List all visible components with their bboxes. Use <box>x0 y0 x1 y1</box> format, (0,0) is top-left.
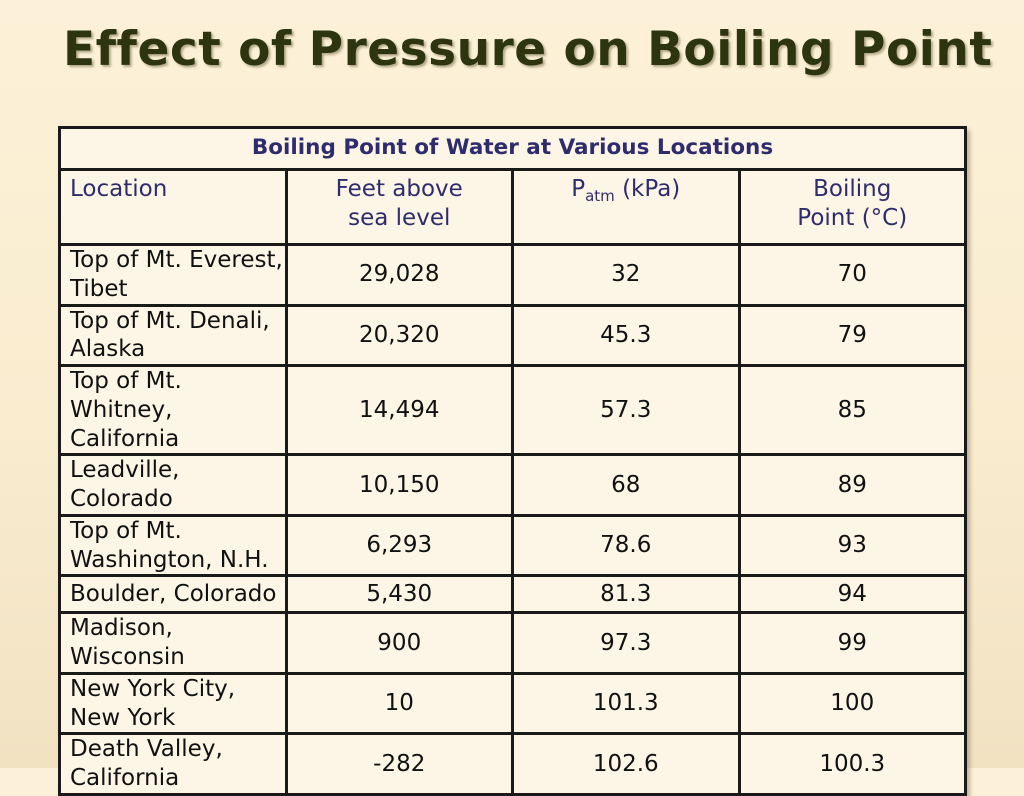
cell-patm: 101.3 <box>511 671 741 736</box>
cell-feet: 10 <box>284 671 514 736</box>
cell-patm: 97.3 <box>511 611 741 675</box>
header-patm-symbol: P <box>571 176 586 202</box>
cell-patm: 57.3 <box>511 363 741 457</box>
cell-feet: 14,494 <box>284 363 514 457</box>
boiling-point-table-container: Boiling Point of Water at Various Locati… <box>58 126 967 796</box>
cell-boiling-point: 93 <box>737 513 967 578</box>
table-row: Madison, Wisconsin 900 97.3 99 <box>58 611 967 675</box>
boiling-point-table: Boiling Point of Water at Various Locati… <box>58 126 967 796</box>
header-boiling-point: Boiling Point (°C) <box>737 168 967 246</box>
cell-feet: 10,150 <box>284 453 514 517</box>
cell-boiling-point: 89 <box>737 453 967 517</box>
cell-patm: 32 <box>511 243 741 307</box>
cell-feet: 20,320 <box>284 303 514 367</box>
cell-boiling-point: 70 <box>737 243 967 307</box>
table-header-row: Location Feet above sea level Patm (kPa)… <box>58 168 967 246</box>
header-feet-line2: sea level <box>348 204 451 231</box>
table-row: Death Valley, California -282 102.6 100.3 <box>58 732 967 796</box>
table-row: Top of Mt. Everest, Tibet 29,028 32 70 <box>58 243 967 307</box>
cell-boiling-point: 100 <box>737 671 967 736</box>
cell-location: Top of Mt. Denali, Alaska <box>58 303 288 367</box>
header-feet-line1: Feet above <box>335 176 463 202</box>
table-caption: Boiling Point of Water at Various Locati… <box>58 126 967 171</box>
cell-boiling-point: 85 <box>737 363 967 457</box>
cell-location: Boulder, Colorado <box>58 574 288 615</box>
cell-patm: 81.3 <box>511 574 741 615</box>
header-patm-subscript: atm <box>585 187 615 205</box>
cell-patm: 68 <box>511 453 741 517</box>
cell-feet: 5,430 <box>284 574 514 615</box>
header-patm: Patm (kPa) <box>511 168 741 246</box>
table-body: Top of Mt. Everest, Tibet 29,028 32 70 Top o… <box>58 243 967 796</box>
cell-feet: 29,028 <box>284 243 514 307</box>
table-row: Top of Mt. Denali, Alaska 20,320 45.3 79 <box>58 303 967 367</box>
cell-location: Top of Mt. Whitney, California <box>58 363 288 457</box>
cell-boiling-point: 99 <box>737 611 967 675</box>
cell-location: Madison, Wisconsin <box>58 611 288 675</box>
slide-title: Effect of Pressure on Boiling Point <box>63 22 993 77</box>
cell-location: Top of Mt. Everest, Tibet <box>58 243 288 307</box>
header-bp-line2: Point (°C) <box>797 204 908 231</box>
cell-patm: 78.6 <box>511 513 741 578</box>
table-row: Leadville, Colorado 10,150 68 89 <box>58 453 967 517</box>
cell-feet: -282 <box>284 732 514 796</box>
header-patm-unit: (kPa) <box>614 176 681 202</box>
cell-location: Top of Mt. Washington, N.H. <box>58 513 288 578</box>
header-bp-line1: Boiling <box>813 176 892 202</box>
table-row: Top of Mt. Whitney, California 14,494 57.3… <box>58 363 967 457</box>
cell-feet: 6,293 <box>284 513 514 578</box>
cell-patm: 45.3 <box>511 303 741 367</box>
cell-location: New York City, New York <box>58 671 288 736</box>
cell-boiling-point: 100.3 <box>737 732 967 796</box>
cell-patm: 102.6 <box>511 732 741 796</box>
table-row: New York City, New York 10 101.3 100 <box>58 671 967 736</box>
cell-boiling-point: 79 <box>737 303 967 367</box>
table-row: Boulder, Colorado 5,430 81.3 94 <box>58 574 967 615</box>
cell-location: Death Valley, California <box>58 732 288 796</box>
header-feet-above-sea-level: Feet above sea level <box>284 168 514 246</box>
cell-boiling-point: 94 <box>737 574 967 615</box>
header-location: Location <box>58 168 288 246</box>
cell-feet: 900 <box>284 611 514 675</box>
table-row: Top of Mt. Washington, N.H. 6,293 78.6 93 <box>58 513 967 578</box>
cell-location: Leadville, Colorado <box>58 453 288 517</box>
